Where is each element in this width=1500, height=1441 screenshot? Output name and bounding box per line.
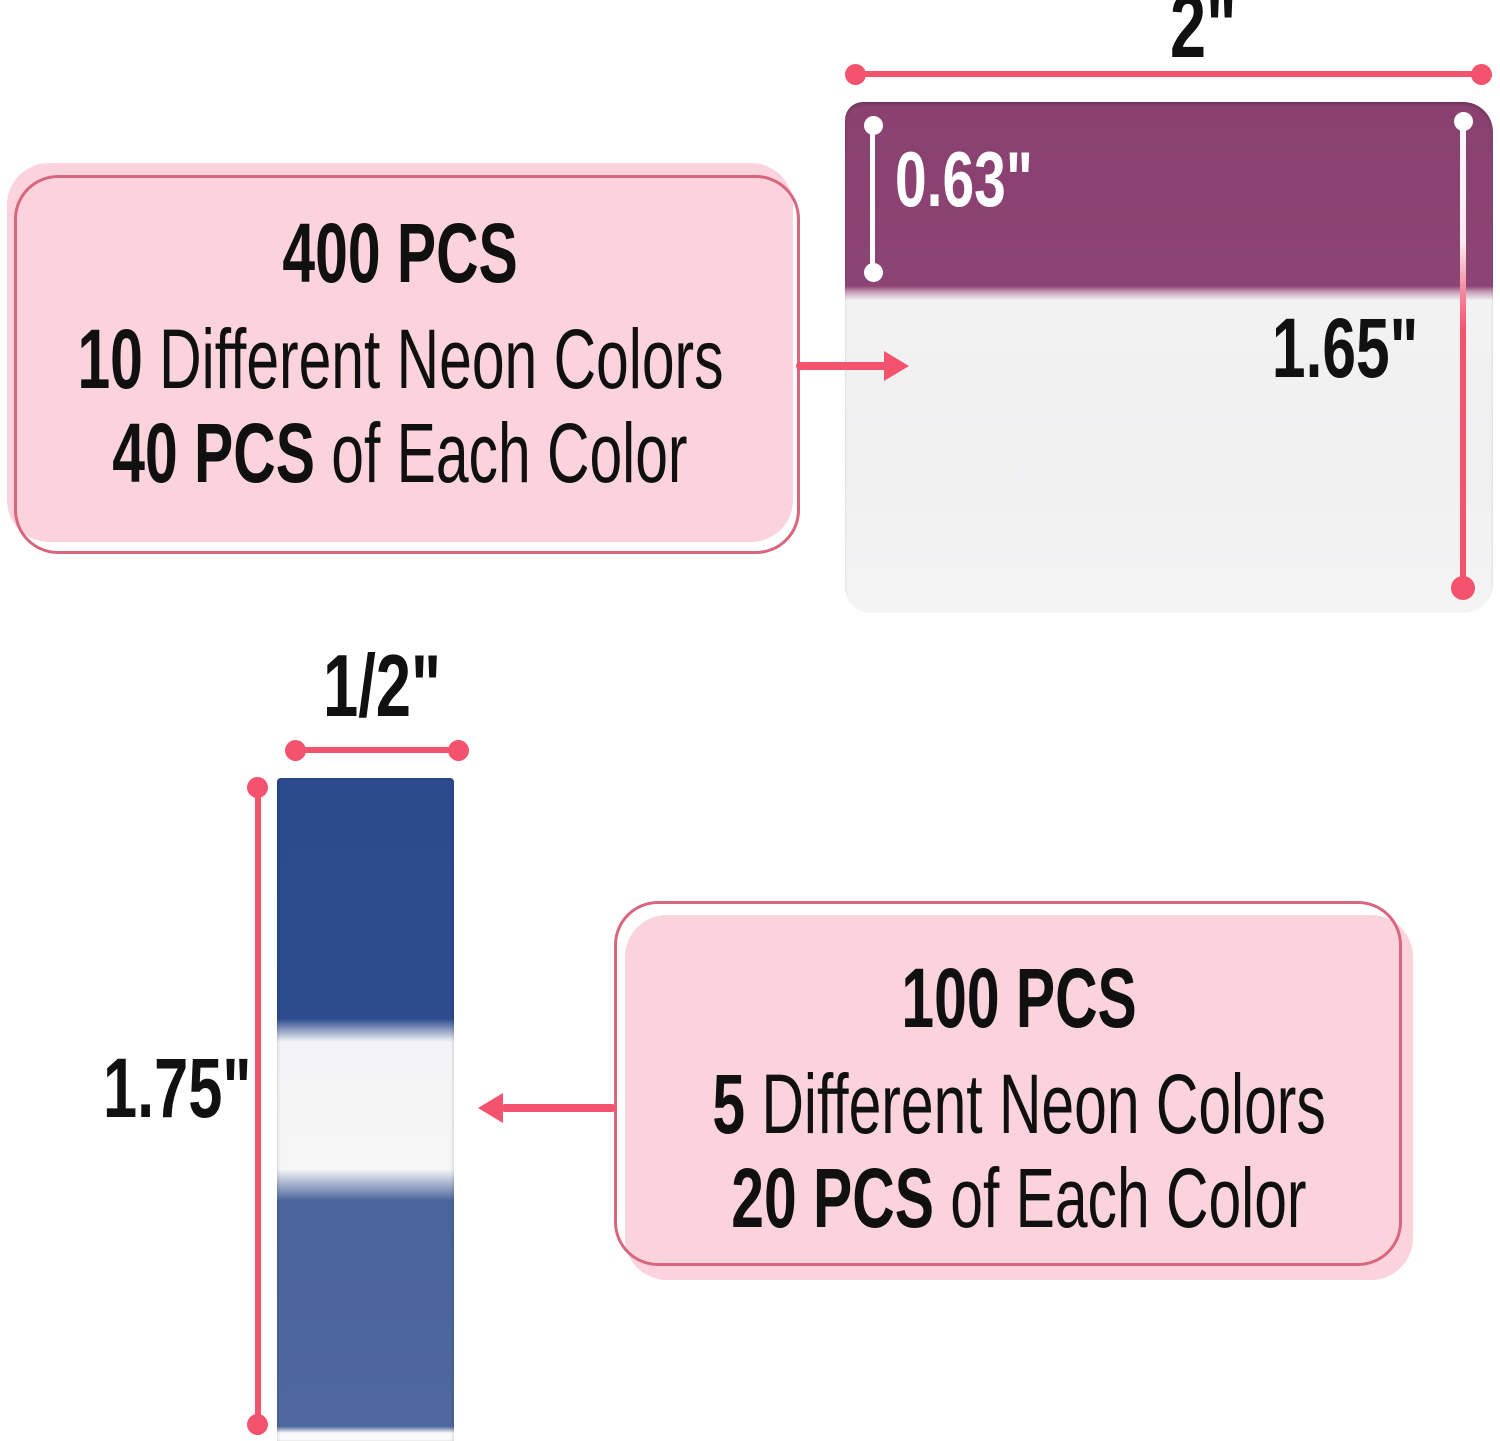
- callout-per-color-text: of Each Color: [934, 1150, 1307, 1245]
- dimension-endpoint-dot: [1451, 576, 1475, 600]
- callout-400pcs-count: 400 PCS: [282, 205, 518, 300]
- dim-label-height-175: 1.75": [103, 1046, 306, 1130]
- dim-label-height-165-text: 1.65": [1271, 301, 1418, 395]
- dim-label-width-half: 1/2": [232, 642, 532, 730]
- dimension-endpoint-dot: [1471, 64, 1492, 85]
- arrow-right-shaft: [796, 362, 888, 370]
- wide-tab-image: [845, 102, 1493, 613]
- dimension-endpoint-dot: [864, 263, 883, 282]
- callout-colors-text: Different Neon Colors: [745, 1056, 1326, 1151]
- dimension-line-height-063: [870, 125, 875, 272]
- callout-per-color-count: 20 PCS: [731, 1150, 935, 1245]
- callout-line-2: 5 Different Neon Colors: [581, 1057, 1457, 1151]
- callout-colors-count: 5: [712, 1056, 746, 1151]
- arrow-left-shaft: [501, 1104, 616, 1112]
- callout-line-1: 400 PCS: [232, 206, 568, 300]
- dimension-line-width-2in: [855, 71, 1481, 77]
- callout-line-1: 100 PCS: [851, 951, 1187, 1045]
- dimension-line-height-175: [255, 787, 261, 1425]
- callout-per-color-count: 40 PCS: [112, 405, 316, 500]
- callout-colors-count: 10: [76, 311, 143, 406]
- callout-line-3: 40 PCS of Each Color: [0, 406, 811, 500]
- arrow-left-icon: [478, 1093, 503, 1123]
- dim-label-height-063: 0.63": [895, 140, 1084, 218]
- dim-label-width-2in-text: 2": [1169, 0, 1237, 77]
- dim-label-height-165: 1.65": [1118, 306, 1418, 390]
- callout-box-100pcs: 100 PCS 5 Different Neon Colors 20 PCS o…: [625, 915, 1413, 1280]
- dimension-endpoint-dot: [448, 740, 469, 761]
- dim-label-height-175-text: 1.75": [103, 1041, 252, 1135]
- callout-100pcs-count: 100 PCS: [901, 950, 1137, 1045]
- dim-label-width-2in: 2": [1053, 0, 1353, 72]
- callout-box-400pcs: 400 PCS 10 Different Neon Colors 40 PCS …: [7, 163, 793, 542]
- dimension-endpoint-dot: [845, 64, 866, 85]
- callout-per-color-text: of Each Color: [315, 405, 688, 500]
- dimension-endpoint-dot: [247, 1414, 268, 1435]
- dimension-endpoint-dot: [864, 116, 883, 135]
- narrow-tab-image: [277, 778, 454, 1441]
- dimension-endpoint-dot: [285, 740, 306, 761]
- dim-label-width-half-text: 1/2": [322, 636, 442, 735]
- dimension-line-width-half: [295, 747, 458, 753]
- dimension-line-height-165: [1460, 121, 1466, 588]
- callout-colors-text: Different Neon Colors: [142, 311, 724, 406]
- arrow-right-icon: [884, 351, 909, 381]
- callout-line-2: 10 Different Neon Colors: [0, 312, 861, 406]
- dimension-endpoint-dot: [247, 777, 268, 798]
- dim-label-height-063-text: 0.63": [895, 135, 1033, 223]
- callout-line-3: 20 PCS of Each Color: [608, 1151, 1430, 1245]
- dimension-endpoint-dot: [1454, 112, 1473, 131]
